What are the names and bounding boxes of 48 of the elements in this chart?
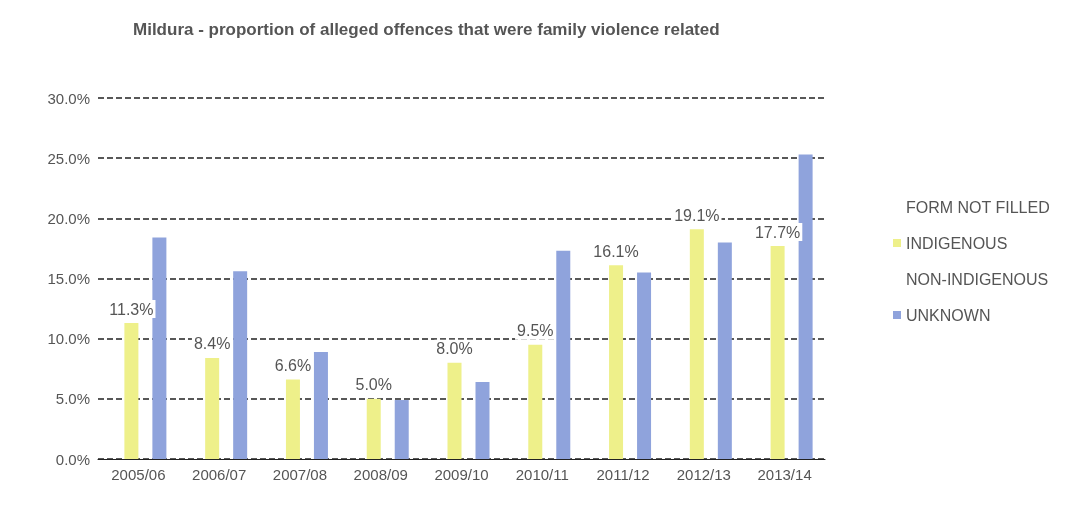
bar: [313, 351, 328, 459]
x-tick-label: 2013/14: [757, 466, 812, 483]
data-label: 5.0%: [355, 376, 392, 394]
data-label: 17.7%: [754, 223, 801, 241]
data-label: 8.4%: [193, 335, 231, 353]
bar: [689, 229, 704, 459]
bar: [285, 379, 300, 459]
text: NON-INDIGENOUS: [905, 270, 1049, 288]
bar: [447, 362, 462, 459]
x-tick-label: 2009/10: [434, 466, 489, 483]
bar: [556, 250, 571, 459]
x-tick-label: 2006/07: [192, 466, 247, 483]
bar: [124, 323, 139, 459]
bar: [770, 246, 785, 459]
y-tick-label: 30.0%: [47, 89, 90, 107]
x-tick-label: 2010/11: [515, 466, 569, 483]
bar: [152, 237, 167, 459]
y-tick-label: 10.0%: [47, 330, 90, 348]
data-label: 6.6%: [274, 357, 312, 375]
chart-title: Mildura - proportion of alleged offences that were family violence related: [133, 20, 720, 39]
bar: [609, 265, 624, 459]
x-tick-label: 2005/06: [111, 466, 166, 483]
legend-label: UNKNOWN: [905, 306, 991, 324]
bar: [798, 154, 813, 459]
bar: [205, 357, 220, 459]
data-label: 11.3%: [109, 300, 154, 318]
y-tick-label: 0.0%: [55, 450, 90, 468]
x-tick-label: 2007/08: [272, 466, 328, 483]
bar: [366, 398, 381, 459]
legend-label: INDIGENOUS: [905, 234, 1008, 252]
y-tick-label: 25.0%: [47, 149, 90, 167]
bar: [637, 272, 652, 459]
y-tick-label: 15.0%: [47, 270, 90, 287]
data-label: 8.0%: [436, 340, 473, 358]
bar: [528, 344, 543, 459]
text: FORM NOT FILLED: [905, 198, 1050, 216]
x-tick-label: 2008/09: [353, 466, 408, 483]
bar: [394, 400, 409, 459]
bar: [717, 242, 732, 459]
data-label: 19.1%: [674, 206, 720, 224]
x-tick-label: 2011/12: [596, 466, 650, 483]
bar: [475, 381, 490, 459]
y-tick-label: 5.0%: [55, 390, 90, 408]
data-label: 9.5%: [517, 322, 554, 340]
bar: [233, 271, 248, 459]
data-label: 16.1%: [593, 242, 639, 260]
x-tick-label: 2012/13: [676, 466, 731, 483]
y-tick-label: 20.0%: [47, 209, 90, 227]
